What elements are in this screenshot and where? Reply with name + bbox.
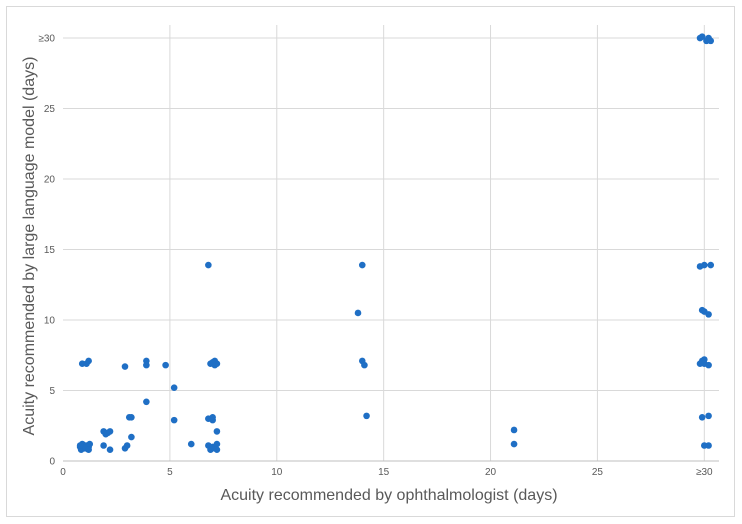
data-point bbox=[170, 416, 178, 424]
data-point bbox=[85, 357, 92, 365]
y-tick-label: 15 bbox=[44, 245, 56, 256]
y-tick-label: ≥30 bbox=[38, 34, 55, 45]
data-point bbox=[143, 361, 150, 369]
data-point bbox=[100, 442, 107, 449]
data-point bbox=[705, 442, 712, 449]
data-points bbox=[76, 33, 715, 454]
data-point bbox=[76, 442, 84, 449]
data-point bbox=[707, 261, 715, 269]
x-tick-label: 5 bbox=[167, 467, 173, 478]
data-point bbox=[705, 361, 712, 369]
data-point bbox=[705, 412, 712, 420]
y-tick-label: 10 bbox=[44, 316, 56, 327]
data-point bbox=[698, 33, 706, 40]
x-tick-label: 10 bbox=[271, 467, 283, 478]
x-tick-label: 20 bbox=[485, 467, 497, 478]
data-point bbox=[354, 309, 362, 317]
scatter-chart: 0 5 10 15 20 25 ≥30 0 5 10 15 20 25 ≥30 Acuity recomm… bbox=[21, 25, 719, 504]
data-point bbox=[85, 446, 92, 454]
data-point bbox=[128, 413, 135, 421]
x-tick-label: 15 bbox=[378, 467, 390, 478]
y-tick-label: 0 bbox=[49, 457, 55, 468]
data-point bbox=[707, 37, 715, 45]
data-point bbox=[698, 413, 706, 421]
data-point bbox=[209, 359, 216, 366]
data-point bbox=[86, 440, 94, 448]
x-axis-title: Acuity recommended by ophthalmologist (d… bbox=[220, 487, 557, 504]
data-point bbox=[696, 360, 704, 368]
data-point bbox=[213, 428, 221, 435]
y-tick-label: 25 bbox=[44, 104, 56, 115]
data-point bbox=[121, 363, 129, 370]
y-axis-title: Acuity recommended by large language mod… bbox=[21, 57, 38, 436]
data-point bbox=[213, 446, 221, 454]
data-point bbox=[128, 433, 135, 441]
data-point bbox=[701, 261, 708, 269]
data-point bbox=[363, 412, 370, 420]
y-tick-label: 20 bbox=[44, 175, 56, 186]
data-point bbox=[209, 416, 216, 424]
data-point bbox=[123, 442, 131, 449]
y-tick-label: 5 bbox=[49, 386, 55, 397]
data-point bbox=[162, 361, 169, 369]
data-point bbox=[170, 384, 178, 391]
x-tick-label: ≥30 bbox=[696, 467, 713, 478]
data-point bbox=[205, 261, 212, 269]
data-point bbox=[358, 261, 366, 269]
data-point bbox=[143, 398, 150, 406]
data-point bbox=[213, 440, 221, 448]
x-tick-label: 0 bbox=[60, 467, 66, 478]
data-point bbox=[106, 428, 114, 435]
data-point bbox=[705, 311, 712, 318]
data-point bbox=[510, 440, 518, 448]
x-tick-label: 25 bbox=[592, 467, 604, 478]
data-point bbox=[106, 446, 114, 454]
gridlines bbox=[63, 25, 719, 461]
data-point bbox=[361, 361, 368, 369]
data-point bbox=[510, 426, 518, 434]
tick-labels: 0 5 10 15 20 25 ≥30 0 5 10 15 20 25 ≥30 bbox=[38, 34, 713, 478]
chart-frame: 0 5 10 15 20 25 ≥30 0 5 10 15 20 25 ≥30 Acuity recomm… bbox=[6, 6, 735, 517]
data-point bbox=[187, 440, 195, 448]
